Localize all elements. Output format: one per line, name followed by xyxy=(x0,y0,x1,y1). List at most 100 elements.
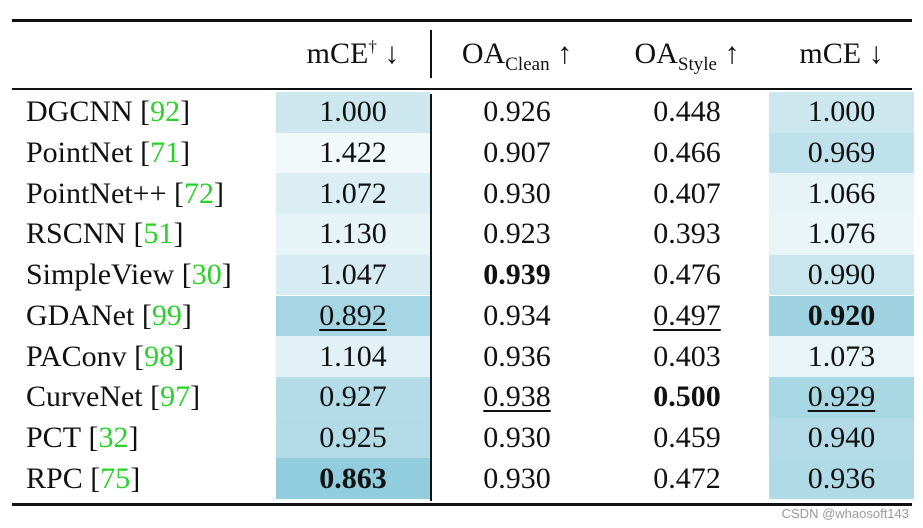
oa-clean-cell: 0.930 xyxy=(440,173,594,214)
oa-clean-cell: 0.930 xyxy=(440,418,594,459)
citation-link[interactable]: 97 xyxy=(160,380,191,414)
oa-clean-cell: 0.938 xyxy=(440,377,594,418)
value: 0.407 xyxy=(653,176,721,210)
mce-dagger-cell: 1.047 xyxy=(276,254,430,296)
mce-dagger-cell: 1.130 xyxy=(276,214,430,255)
method-name: DGCNN xyxy=(26,95,133,129)
header-mce-dagger: mCE† ↓ xyxy=(306,37,400,70)
value: 0.863 xyxy=(319,461,387,495)
table-row: RPC [75] 0.863 0.930 0.472 0.936 xyxy=(0,458,923,499)
method-cell: PAConv [98] xyxy=(26,339,185,373)
mce-cell: 0.940 xyxy=(769,417,914,459)
mce-cell: 1.066 xyxy=(769,173,914,215)
citation-link[interactable]: 99 xyxy=(151,298,182,332)
value: 0.940 xyxy=(807,420,876,454)
value: 1.073 xyxy=(807,339,876,373)
method-name: PAConv xyxy=(26,339,127,373)
value: 0.936 xyxy=(807,461,876,495)
method-cell: SimpleView [30] xyxy=(26,258,232,292)
value: 0.930 xyxy=(483,420,551,454)
table-row: SimpleView [30] 1.047 0.939 0.476 0.990 xyxy=(0,254,923,296)
header-mce: mCE ↓ xyxy=(799,37,884,70)
value: 0.969 xyxy=(807,136,876,170)
value: 0.936 xyxy=(483,339,551,373)
method-cell: PCT [32] xyxy=(26,420,139,454)
citation-link[interactable]: 30 xyxy=(191,258,222,292)
oa-clean-cell: 0.923 xyxy=(440,214,594,255)
mce-dagger-cell: 1.072 xyxy=(276,173,430,215)
citation-link[interactable]: 51 xyxy=(143,217,174,251)
mce-cell: 0.936 xyxy=(769,458,914,499)
mce-dagger-cell: 0.927 xyxy=(276,376,430,418)
oa-style-cell: 0.393 xyxy=(610,214,764,255)
oa-clean-cell: 0.936 xyxy=(440,336,594,377)
oa-clean-cell: 0.939 xyxy=(440,255,594,296)
method-cell: RPC [75] xyxy=(26,461,141,495)
method-name: PointNet++ xyxy=(26,176,167,210)
mce-cell: 0.920 xyxy=(769,295,914,337)
value: 1.000 xyxy=(319,95,387,129)
citation-link[interactable]: 71 xyxy=(150,136,181,170)
table-row: PAConv [98] 1.104 0.936 0.403 1.073 xyxy=(0,336,923,377)
oa-style-cell: 0.459 xyxy=(610,418,764,459)
mce-cell: 0.990 xyxy=(769,254,914,296)
value: 0.939 xyxy=(483,258,551,292)
table-row: PointNet [71] 1.422 0.907 0.466 0.969 xyxy=(0,132,923,174)
method-name: RPC xyxy=(26,461,83,495)
oa-clean-cell: 0.926 xyxy=(440,92,594,133)
value: 0.393 xyxy=(653,217,721,251)
header-divider xyxy=(430,30,432,78)
value: 0.990 xyxy=(807,258,876,292)
oa-style-cell: 0.403 xyxy=(610,336,764,377)
value: 0.892 xyxy=(319,298,387,332)
oa-style-cell: 0.476 xyxy=(610,255,764,296)
value: 0.500 xyxy=(653,380,721,414)
body-divider xyxy=(430,94,432,501)
method-cell: PointNet [71] xyxy=(26,136,191,170)
value: 0.926 xyxy=(483,95,551,129)
oa-style-cell: 0.448 xyxy=(610,92,764,133)
method-cell: CurveNet [97] xyxy=(26,380,201,414)
mce-dagger-cell: 0.892 xyxy=(276,295,430,337)
method-name: CurveNet xyxy=(26,380,143,414)
citation-link[interactable]: 72 xyxy=(184,176,215,210)
mce-cell: 1.076 xyxy=(769,214,914,255)
bottom-rule xyxy=(12,503,912,506)
table-row: CurveNet [97] 0.927 0.938 0.500 0.929 xyxy=(0,376,923,418)
value: 0.907 xyxy=(483,136,551,170)
value: 1.072 xyxy=(319,176,387,210)
mce-cell: 1.073 xyxy=(769,336,914,377)
oa-style-cell: 0.497 xyxy=(610,296,764,337)
method-cell: PointNet++ [72] xyxy=(26,176,225,210)
mce-cell: 0.929 xyxy=(769,376,914,418)
citation-link[interactable]: 32 xyxy=(98,420,129,454)
citation-link[interactable]: 92 xyxy=(150,95,181,129)
value: 0.923 xyxy=(483,217,551,251)
method-name: PCT xyxy=(26,420,82,454)
value: 0.927 xyxy=(319,380,387,414)
citation-link[interactable]: 75 xyxy=(100,461,131,495)
oa-style-cell: 0.407 xyxy=(610,173,764,214)
method-name: GDANet xyxy=(26,298,135,332)
value: 1.047 xyxy=(319,258,387,292)
value: 0.403 xyxy=(653,339,721,373)
value: 1.422 xyxy=(319,136,387,170)
mid-rule xyxy=(12,88,912,90)
table-row: RSCNN [51] 1.130 0.923 0.393 1.076 xyxy=(0,214,923,255)
oa-clean-cell: 0.930 xyxy=(440,458,594,499)
value: 0.448 xyxy=(653,95,721,129)
table-row: DGCNN [92] 1.000 0.926 0.448 1.000 xyxy=(0,92,923,133)
header-oa-clean: OAClean ↑ xyxy=(461,37,573,75)
value: 0.920 xyxy=(807,298,876,332)
table-row: PointNet++ [72] 1.072 0.930 0.407 1.066 xyxy=(0,173,923,215)
value: 0.930 xyxy=(483,461,551,495)
method-cell: RSCNN [51] xyxy=(26,217,184,251)
watermark: CSDN @whaosoft143 xyxy=(781,506,909,521)
value: 1.066 xyxy=(807,176,876,210)
citation-link[interactable]: 98 xyxy=(144,339,175,373)
table-row: PCT [32] 0.925 0.930 0.459 0.940 xyxy=(0,417,923,459)
value: 0.476 xyxy=(653,258,721,292)
mce-cell: 1.000 xyxy=(769,92,914,133)
oa-style-cell: 0.472 xyxy=(610,458,764,499)
value: 0.930 xyxy=(483,176,551,210)
